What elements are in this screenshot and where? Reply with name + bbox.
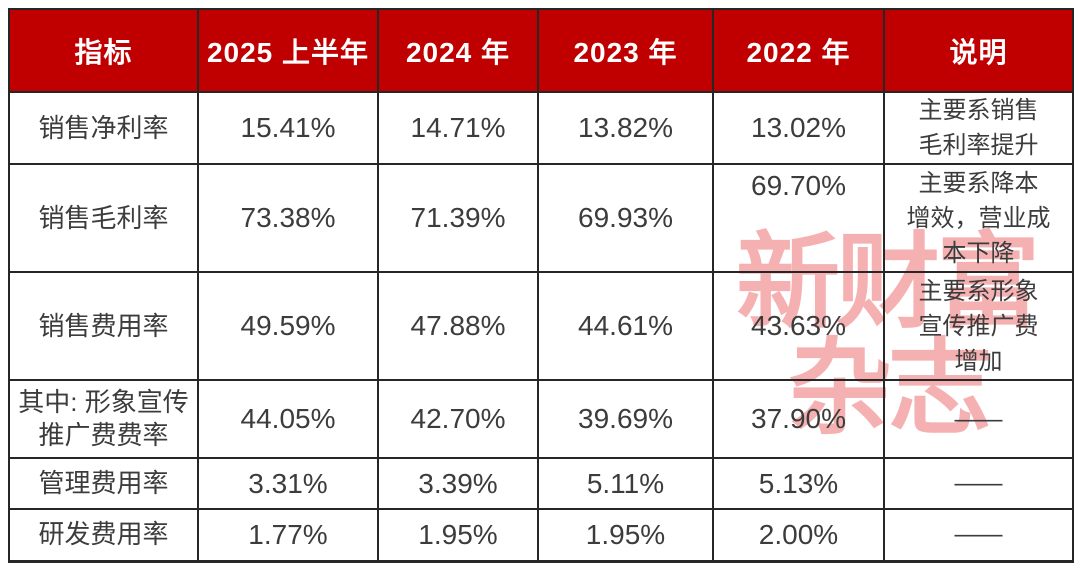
- cell-2023: 1.95%: [537, 508, 714, 563]
- table-row-promotion-fee-ratio: 其中: 形象宣传 推广费费率 44.05% 42.70% 39.69% 37.9…: [8, 379, 1074, 459]
- cell-indicator: 销售净利率: [8, 91, 199, 165]
- cell-2024: 14.71%: [377, 91, 539, 165]
- header-note: 说明: [883, 8, 1074, 93]
- header-2025-h1: 2025 上半年: [197, 8, 379, 93]
- table-row-net-profit-margin: 销售净利率 15.41% 14.71% 13.82% 13.02% 主要系销售 …: [8, 91, 1074, 165]
- cell-2022: 69.70%: [712, 163, 885, 273]
- cell-note: ——: [883, 379, 1074, 459]
- header-2023: 2023 年: [537, 8, 714, 93]
- cell-indicator: 销售毛利率: [8, 163, 199, 273]
- cell-2024: 71.39%: [377, 163, 539, 273]
- cell-2022: 5.13%: [712, 457, 885, 510]
- cell-2022: 2.00%: [712, 508, 885, 563]
- cell-2025h1: 3.31%: [197, 457, 379, 510]
- cell-2024: 3.39%: [377, 457, 539, 510]
- cell-note: ——: [883, 457, 1074, 510]
- cell-2024: 47.88%: [377, 271, 539, 381]
- cell-2023: 69.93%: [537, 163, 714, 273]
- cell-2025h1: 49.59%: [197, 271, 379, 381]
- table-row-rd-expense-ratio: 研发费用率 1.77% 1.95% 1.95% 2.00% ——: [8, 508, 1074, 563]
- table-row-selling-expense-ratio: 销售费用率 49.59% 47.88% 44.61% 43.63% 主要系形象 …: [8, 271, 1074, 381]
- header-row: 指标 2025 上半年 2024 年 2023 年 2022 年 说明: [8, 8, 1074, 93]
- cell-2022: 37.90%: [712, 379, 885, 459]
- cell-2024: 42.70%: [377, 379, 539, 459]
- cell-indicator: 管理费用率: [8, 457, 199, 510]
- header-indicator: 指标: [8, 8, 199, 93]
- cell-2023: 5.11%: [537, 457, 714, 510]
- cell-note: 主要系销售 毛利率提升: [883, 91, 1074, 165]
- header-2024: 2024 年: [377, 8, 539, 93]
- cell-2023: 13.82%: [537, 91, 714, 165]
- cell-2025h1: 15.41%: [197, 91, 379, 165]
- cell-note: ——: [883, 508, 1074, 563]
- table-row-admin-expense-ratio: 管理费用率 3.31% 3.39% 5.11% 5.13% ——: [8, 457, 1074, 510]
- cell-2025h1: 44.05%: [197, 379, 379, 459]
- cell-indicator: 研发费用率: [8, 508, 199, 563]
- financial-ratio-table: 指标 2025 上半年 2024 年 2023 年 2022 年 说明 销售净利…: [8, 8, 1074, 563]
- cell-indicator: 其中: 形象宣传 推广费费率: [8, 379, 199, 459]
- cell-indicator: 销售费用率: [8, 271, 199, 381]
- table-row-gross-margin: 销售毛利率 73.38% 71.39% 69.93% 69.70% 主要系降本 …: [8, 163, 1074, 273]
- cell-2025h1: 73.38%: [197, 163, 379, 273]
- cell-2025h1: 1.77%: [197, 508, 379, 563]
- cell-note: 主要系形象 宣传推广费 增加: [883, 271, 1074, 381]
- cell-2022: 13.02%: [712, 91, 885, 165]
- cell-note: 主要系降本 增效，营业成 本下降: [883, 163, 1074, 273]
- cell-2022: 43.63%: [712, 271, 885, 381]
- cell-2023: 39.69%: [537, 379, 714, 459]
- cell-2024: 1.95%: [377, 508, 539, 563]
- cell-2023: 44.61%: [537, 271, 714, 381]
- header-2022: 2022 年: [712, 8, 885, 93]
